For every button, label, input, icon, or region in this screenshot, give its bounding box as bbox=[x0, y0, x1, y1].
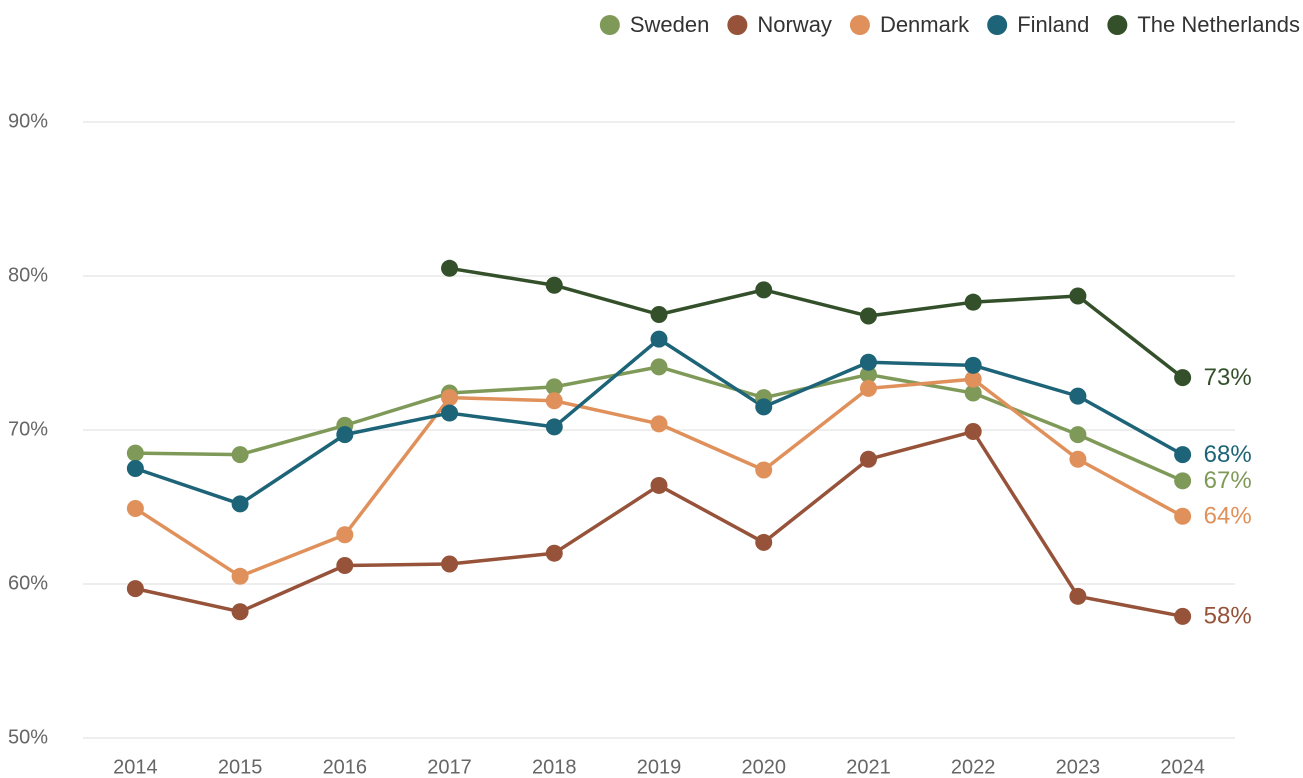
series-line bbox=[134, 429, 1183, 619]
data-label: 73% bbox=[1204, 364, 1252, 391]
data-point bbox=[755, 281, 773, 299]
data-point bbox=[1069, 387, 1087, 405]
legend-marker bbox=[849, 15, 870, 35]
x-tick-label: 2016 bbox=[323, 756, 368, 778]
data-point bbox=[336, 526, 354, 544]
data-point bbox=[1069, 426, 1087, 444]
data-point bbox=[755, 461, 773, 479]
data-label: 67% bbox=[1204, 467, 1252, 494]
data-point bbox=[126, 444, 144, 462]
data-point bbox=[964, 356, 982, 374]
data-point bbox=[859, 450, 877, 468]
data-point bbox=[1069, 450, 1087, 468]
data-point bbox=[859, 366, 877, 384]
x-tick-label: 2017 bbox=[427, 756, 472, 778]
data-point bbox=[1069, 287, 1087, 305]
data-point bbox=[964, 370, 982, 388]
data-point bbox=[650, 476, 668, 494]
data-point bbox=[650, 306, 668, 323]
x-tick-label: 2022 bbox=[951, 756, 996, 778]
data-point bbox=[545, 418, 563, 436]
data-point bbox=[545, 392, 563, 410]
data-point bbox=[336, 557, 354, 575]
legend-label: Denmark bbox=[880, 12, 970, 37]
y-tick-label: 50% bbox=[8, 726, 48, 748]
x-tick-label: 2018 bbox=[532, 756, 577, 778]
data-point bbox=[1069, 587, 1087, 605]
x-tick-label: 2019 bbox=[637, 756, 682, 778]
data-point bbox=[231, 446, 249, 464]
legend-marker bbox=[727, 15, 748, 35]
data-point bbox=[1174, 446, 1192, 464]
y-tick-label: 90% bbox=[8, 110, 48, 132]
legend-label: Finland bbox=[1017, 12, 1089, 37]
data-point bbox=[231, 567, 249, 585]
x-tick-label: 2020 bbox=[741, 756, 786, 778]
data-point bbox=[545, 378, 563, 396]
legend-label: Norway bbox=[757, 12, 832, 37]
data-point bbox=[545, 276, 563, 294]
data-point bbox=[231, 603, 249, 621]
data-point bbox=[1174, 507, 1192, 525]
data-point bbox=[859, 379, 877, 397]
x-tick-label: 2014 bbox=[113, 756, 158, 778]
data-point bbox=[650, 415, 668, 433]
data-point bbox=[650, 358, 668, 376]
data-label: 64% bbox=[1204, 503, 1252, 530]
data-point bbox=[1174, 607, 1192, 625]
data-point bbox=[126, 580, 144, 598]
legend-marker bbox=[987, 15, 1008, 35]
data-point bbox=[336, 426, 354, 444]
x-tick-label: 2024 bbox=[1160, 756, 1205, 778]
legend-label: The Netherlands bbox=[1137, 12, 1300, 37]
data-point bbox=[859, 353, 877, 371]
data-point bbox=[441, 389, 459, 407]
data-point bbox=[545, 544, 563, 562]
data-point bbox=[441, 259, 459, 277]
data-label: 68% bbox=[1204, 441, 1252, 468]
legend-marker bbox=[599, 15, 620, 35]
data-label: 58% bbox=[1204, 603, 1252, 630]
data-point bbox=[231, 495, 249, 513]
x-tick-label: 2023 bbox=[1056, 756, 1101, 778]
series-line bbox=[449, 266, 1184, 380]
data-point bbox=[964, 423, 982, 441]
data-point bbox=[964, 293, 982, 311]
y-tick-label: 60% bbox=[8, 572, 48, 594]
x-tick-label: 2015 bbox=[218, 756, 263, 778]
data-point bbox=[126, 460, 144, 477]
y-tick-label: 80% bbox=[8, 264, 48, 286]
data-point bbox=[441, 404, 459, 422]
data-point bbox=[126, 500, 144, 518]
data-point bbox=[650, 330, 668, 348]
legend-marker bbox=[1107, 15, 1128, 35]
legend-label: Sweden bbox=[630, 12, 710, 37]
data-point bbox=[1174, 472, 1192, 490]
y-tick-label: 70% bbox=[8, 418, 48, 440]
data-point bbox=[964, 384, 982, 402]
data-point bbox=[441, 555, 459, 573]
data-point bbox=[755, 398, 773, 416]
x-tick-label: 2021 bbox=[846, 756, 891, 778]
data-point bbox=[1174, 369, 1192, 387]
data-point bbox=[859, 307, 877, 325]
data-point bbox=[755, 533, 773, 551]
